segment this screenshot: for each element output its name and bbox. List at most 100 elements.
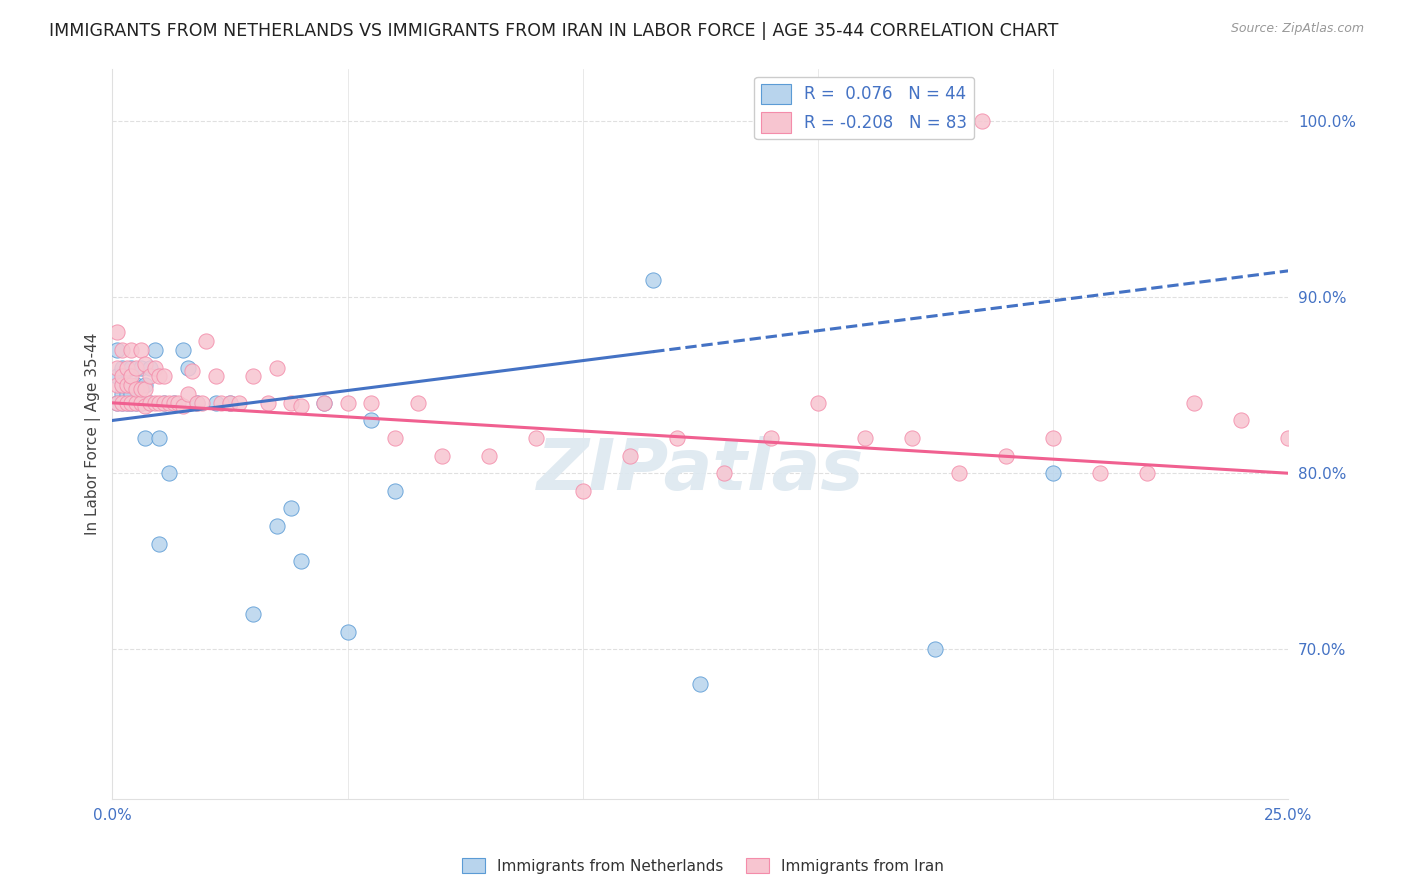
Point xyxy=(242,369,264,384)
Point xyxy=(153,396,176,410)
Point xyxy=(115,360,138,375)
Point xyxy=(139,396,162,410)
Point xyxy=(139,360,162,375)
Point xyxy=(972,114,994,128)
Point xyxy=(290,400,312,414)
Point xyxy=(153,369,176,384)
Point xyxy=(290,554,312,568)
Point xyxy=(139,369,162,384)
Point xyxy=(478,449,501,463)
Point xyxy=(105,396,128,410)
Point xyxy=(125,382,148,396)
Point xyxy=(120,396,142,410)
Point xyxy=(430,449,453,463)
Point xyxy=(336,396,359,410)
Point xyxy=(948,467,970,481)
Point xyxy=(111,369,134,384)
Point xyxy=(143,396,166,410)
Point xyxy=(111,378,134,392)
Point xyxy=(120,343,142,357)
Point xyxy=(153,396,176,410)
Point xyxy=(111,396,134,410)
Point xyxy=(759,431,782,445)
Point xyxy=(143,360,166,375)
Point xyxy=(105,396,128,410)
Point xyxy=(157,396,180,410)
Point xyxy=(115,378,138,392)
Point xyxy=(807,396,830,410)
Point xyxy=(111,378,134,392)
Point xyxy=(924,642,946,657)
Point xyxy=(256,396,278,410)
Point xyxy=(242,607,264,621)
Point xyxy=(115,396,138,410)
Point xyxy=(571,483,593,498)
Point xyxy=(406,396,429,410)
Point xyxy=(176,387,198,401)
Point xyxy=(148,431,170,445)
Point xyxy=(266,360,288,375)
Point xyxy=(360,396,382,410)
Point xyxy=(219,396,242,410)
Point xyxy=(312,396,335,410)
Point xyxy=(139,396,162,410)
Point xyxy=(713,467,735,481)
Point xyxy=(167,396,190,410)
Point xyxy=(105,378,128,392)
Point xyxy=(209,396,232,410)
Point xyxy=(195,334,218,349)
Legend: R =  0.076   N = 44, R = -0.208   N = 83: R = 0.076 N = 44, R = -0.208 N = 83 xyxy=(755,77,974,139)
Point xyxy=(125,396,148,410)
Point xyxy=(181,364,204,378)
Point xyxy=(266,519,288,533)
Text: Source: ZipAtlas.com: Source: ZipAtlas.com xyxy=(1230,22,1364,36)
Point xyxy=(643,273,665,287)
Point xyxy=(1277,431,1299,445)
Point xyxy=(105,326,128,340)
Point xyxy=(336,624,359,639)
Point xyxy=(148,369,170,384)
Point xyxy=(1088,467,1111,481)
Point xyxy=(111,396,134,410)
Y-axis label: In Labor Force | Age 35-44: In Labor Force | Age 35-44 xyxy=(86,333,101,535)
Point xyxy=(129,360,152,375)
Point xyxy=(129,396,152,410)
Point xyxy=(1324,422,1347,436)
Point xyxy=(360,413,382,427)
Point xyxy=(619,449,641,463)
Point xyxy=(1230,413,1253,427)
Point xyxy=(134,400,156,414)
Point xyxy=(105,369,128,384)
Point xyxy=(134,431,156,445)
Point xyxy=(125,396,148,410)
Text: ZIPatlas: ZIPatlas xyxy=(537,435,863,505)
Point xyxy=(115,387,138,401)
Point xyxy=(111,343,134,357)
Point xyxy=(125,378,148,392)
Point xyxy=(1042,431,1064,445)
Point xyxy=(162,396,184,410)
Point xyxy=(228,396,250,410)
Point xyxy=(994,449,1017,463)
Point xyxy=(524,431,547,445)
Point xyxy=(134,382,156,396)
Point xyxy=(120,387,142,401)
Point xyxy=(312,396,335,410)
Point xyxy=(129,382,152,396)
Point xyxy=(853,431,876,445)
Point xyxy=(176,360,198,375)
Point xyxy=(111,360,134,375)
Point xyxy=(105,360,128,375)
Point xyxy=(384,483,406,498)
Point xyxy=(148,536,170,550)
Point xyxy=(125,360,148,375)
Point xyxy=(129,343,152,357)
Point xyxy=(1136,467,1159,481)
Point xyxy=(384,431,406,445)
Legend: Immigrants from Netherlands, Immigrants from Iran: Immigrants from Netherlands, Immigrants … xyxy=(456,852,950,880)
Point xyxy=(115,378,138,392)
Text: IMMIGRANTS FROM NETHERLANDS VS IMMIGRANTS FROM IRAN IN LABOR FORCE | AGE 35-44 C: IMMIGRANTS FROM NETHERLANDS VS IMMIGRANT… xyxy=(49,22,1059,40)
Point xyxy=(143,343,166,357)
Point xyxy=(665,431,688,445)
Point xyxy=(219,396,242,410)
